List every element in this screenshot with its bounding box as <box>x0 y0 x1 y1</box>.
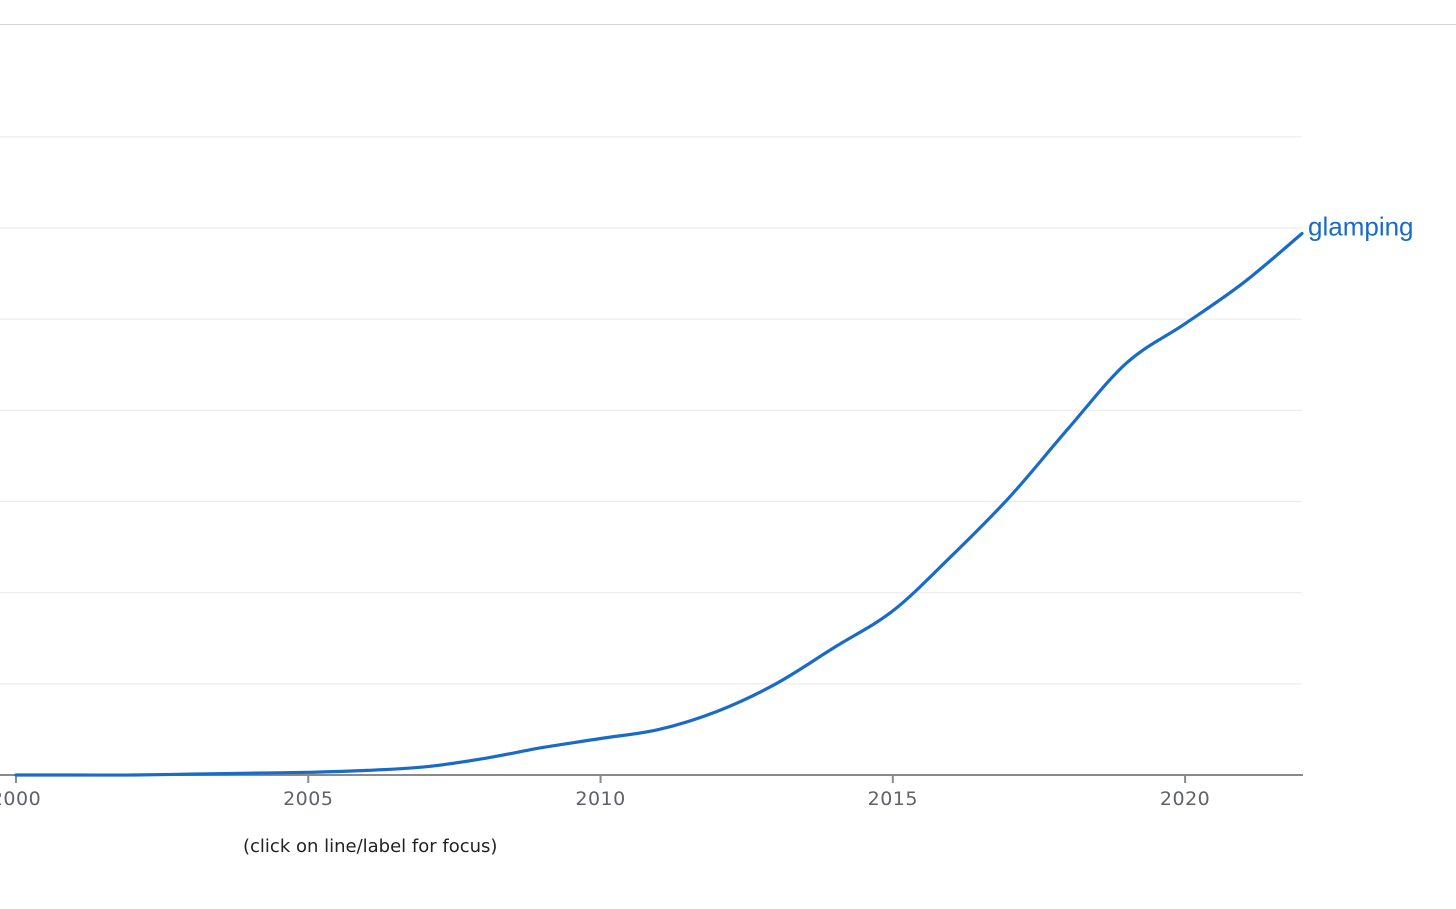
focus-hint: (click on line/label for focus) <box>243 836 498 857</box>
x-axis: 2000 2005 2010 2015 2020 <box>0 774 1303 810</box>
x-tick-label: 2005 <box>283 788 333 810</box>
x-tick-label: 2000 <box>0 788 41 810</box>
gridlines <box>0 136 1302 685</box>
top-divider <box>0 24 1456 25</box>
series-group: glamping <box>14 211 1414 777</box>
x-tick-label: 2020 <box>1160 788 1210 810</box>
series-line-glamping[interactable] <box>14 231 1304 777</box>
series-label-glamping[interactable]: glamping <box>1308 211 1414 241</box>
x-tick-label: 2010 <box>575 788 625 810</box>
x-tick-label: 2015 <box>868 788 918 810</box>
